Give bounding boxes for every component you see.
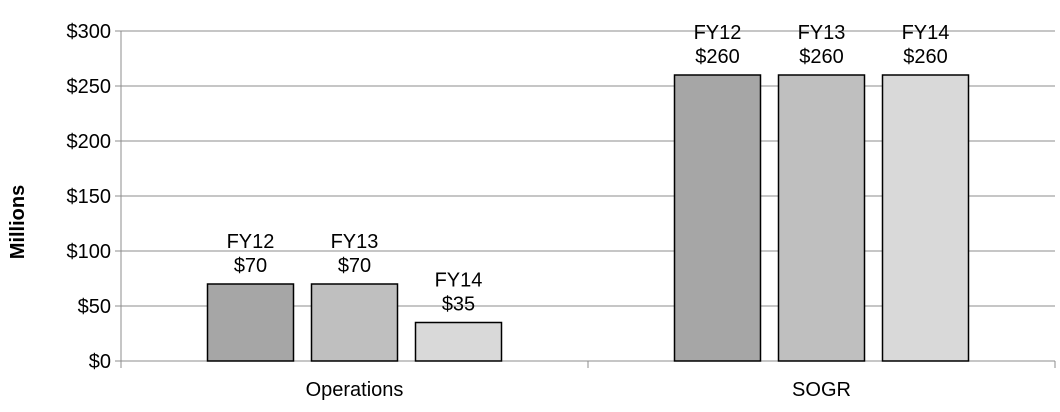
y-tick-label: $150 xyxy=(67,186,112,208)
data-label: $70 xyxy=(234,255,267,277)
bar-fy14-operations xyxy=(414,321,503,362)
data-label: FY13 xyxy=(798,22,846,44)
bar-fy12-operations xyxy=(206,283,295,362)
x-category-label: Operations xyxy=(306,379,404,401)
y-tick-label: $100 xyxy=(67,241,112,263)
labels: $0$50$100$150$200$250$300FY12$70FY13$70F… xyxy=(67,21,950,401)
data-label: FY14 xyxy=(902,22,950,44)
x-category-label: SOGR xyxy=(792,379,851,401)
data-label: FY14 xyxy=(435,270,483,292)
data-label: FY13 xyxy=(331,231,379,253)
y-tick-label: $250 xyxy=(67,76,112,98)
bar-fy12-sogr xyxy=(673,74,762,362)
y-tick-label: $200 xyxy=(67,131,112,153)
bars xyxy=(206,74,970,362)
data-label: FY12 xyxy=(227,231,275,253)
y-tick-label: $300 xyxy=(67,21,112,43)
data-label: $35 xyxy=(442,294,475,316)
y-axis-title: Millions xyxy=(7,185,29,259)
data-label: $260 xyxy=(695,46,740,68)
y-tick-label: $50 xyxy=(78,296,111,318)
y-tick-label: $0 xyxy=(89,351,111,373)
bar-fy14-sogr xyxy=(881,74,970,362)
data-label: $70 xyxy=(338,255,371,277)
data-label: FY12 xyxy=(694,22,742,44)
data-label: $260 xyxy=(903,46,948,68)
bar-fy13-sogr xyxy=(777,74,866,362)
bar-fy13-operations xyxy=(310,283,399,362)
data-label: $260 xyxy=(799,46,844,68)
